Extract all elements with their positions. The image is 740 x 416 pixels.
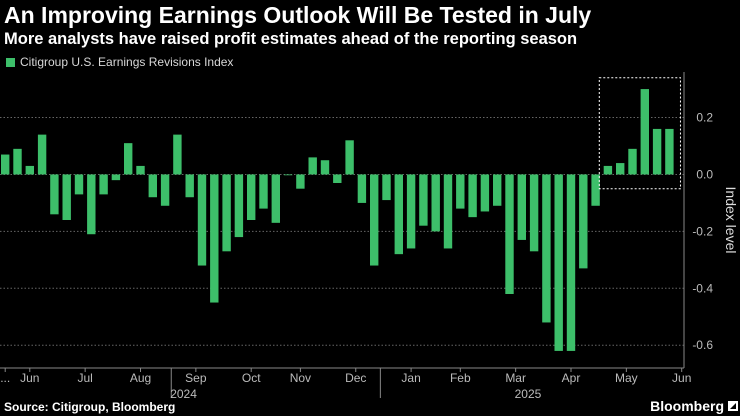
x-tick-label: Oct xyxy=(242,371,261,385)
bar xyxy=(493,174,502,206)
bar xyxy=(394,174,403,255)
legend-swatch xyxy=(6,57,15,67)
bar xyxy=(431,174,440,232)
y-tick-label: -0.4 xyxy=(692,281,713,295)
bar xyxy=(136,165,145,175)
bar xyxy=(505,174,514,294)
bar xyxy=(468,174,477,218)
x-tick-label: ... xyxy=(0,371,10,385)
x-tick-label: Jul xyxy=(77,371,92,385)
legend: Citigroup U.S. Earnings Revisions Index xyxy=(6,55,233,69)
x-tick-label: Dec xyxy=(345,371,366,385)
bar xyxy=(357,174,367,203)
bar xyxy=(603,165,613,175)
bar xyxy=(99,174,108,195)
bar xyxy=(652,128,662,175)
bar xyxy=(406,174,416,249)
bar xyxy=(62,174,71,220)
y-tick-label: 0.2 xyxy=(696,111,713,125)
x-tick-label: Jun xyxy=(672,371,691,385)
bar xyxy=(173,134,182,175)
bar xyxy=(124,143,133,175)
bar xyxy=(259,174,268,209)
bar xyxy=(210,174,219,303)
bar xyxy=(616,163,625,175)
bar xyxy=(628,148,637,175)
bar xyxy=(529,174,539,252)
chart-subtitle: More analysts have raised profit estimat… xyxy=(4,30,578,48)
bar xyxy=(234,174,244,238)
bar xyxy=(296,174,305,189)
y-tick-label: -0.6 xyxy=(692,338,713,352)
legend-label: Citigroup U.S. Earnings Revisions Index xyxy=(20,55,234,69)
y-axis-title: Index level xyxy=(723,187,739,254)
y-tick-label: 0.0 xyxy=(696,167,713,181)
bar xyxy=(247,174,256,220)
bar xyxy=(554,174,563,351)
bar xyxy=(579,174,588,269)
bar xyxy=(111,174,121,181)
bar xyxy=(1,154,10,175)
bar xyxy=(148,174,157,198)
bar xyxy=(419,174,428,226)
bar xyxy=(25,165,34,175)
bar xyxy=(333,174,342,183)
bar xyxy=(591,174,600,206)
y-tick-label: -0.2 xyxy=(692,224,713,238)
brand-logo: Bloomberg xyxy=(650,398,724,414)
bar xyxy=(185,174,194,198)
x-tick-label: Sep xyxy=(185,371,207,385)
bar xyxy=(640,89,649,175)
bar xyxy=(74,174,84,195)
year-label: 2024 xyxy=(170,387,197,401)
x-tick-label: May xyxy=(615,371,638,385)
bar xyxy=(283,174,293,176)
bar xyxy=(87,174,96,235)
bar xyxy=(480,174,490,212)
bar xyxy=(160,174,170,206)
x-tick-label: Aug xyxy=(130,371,151,385)
x-tick-label: Apr xyxy=(562,371,581,385)
chart-title: An Improving Earnings Outlook Will Be Te… xyxy=(4,2,592,28)
bar xyxy=(665,128,674,175)
bar xyxy=(566,174,576,351)
bar xyxy=(37,134,47,175)
x-tick-label: Nov xyxy=(290,371,311,385)
bar xyxy=(222,174,231,252)
bar xyxy=(345,140,354,175)
bar xyxy=(308,157,317,175)
brand-mark-icon xyxy=(728,401,738,411)
bar xyxy=(50,174,59,215)
bar xyxy=(271,174,280,223)
bar xyxy=(13,148,22,175)
x-tick-label: Mar xyxy=(505,371,526,385)
highlight-box xyxy=(598,77,681,190)
source-note: Source: Citigroup, Bloomberg xyxy=(4,400,176,414)
bar xyxy=(542,174,551,323)
x-tick-label: Jan xyxy=(401,371,420,385)
x-tick-label: Jun xyxy=(20,371,39,385)
x-tick-label: Feb xyxy=(450,371,471,385)
bar xyxy=(456,174,465,209)
bar xyxy=(197,174,207,266)
year-label: 2025 xyxy=(515,387,542,401)
bar xyxy=(320,160,330,175)
bar xyxy=(382,174,391,201)
bar xyxy=(443,174,453,249)
bar xyxy=(517,174,526,240)
bar xyxy=(370,174,379,266)
